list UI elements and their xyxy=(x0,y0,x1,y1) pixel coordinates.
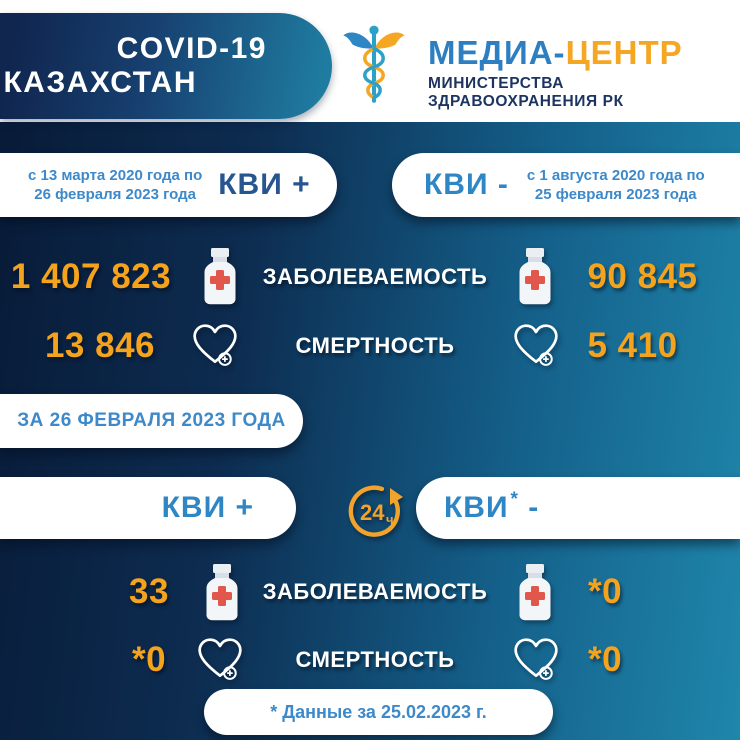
cumulative-mortality-positive: 13 846 xyxy=(44,326,156,365)
daily-date-text: ЗА 26 ФЕВРАЛЯ 2023 ГОДА xyxy=(17,410,286,431)
brand-title: МЕДИА-ЦЕНТР xyxy=(428,36,728,69)
media-center-brand: МЕДИА-ЦЕНТР МИНИСТЕРСТВА ЗДРАВООХРАНЕНИЯ… xyxy=(428,36,728,111)
period-pill-kvi-negative: КВИ - с 1 августа 2020 года по 25 феврал… xyxy=(392,153,740,217)
kvi-positive-label: КВИ + xyxy=(218,168,311,201)
badge24-number: 24 xyxy=(360,500,385,525)
period-positive-line2: 26 февраля 2023 года xyxy=(34,186,196,203)
cumulative-mortality-negative: 5 410 xyxy=(587,326,678,365)
daily-mortality-positive: *0 xyxy=(131,640,167,679)
badge-title-line2: КАЗАХСТАН xyxy=(3,66,197,99)
daily-mortality-row: *0 СМЕРТНОСТЬ *0 xyxy=(0,632,740,688)
medicine-bottle-icon xyxy=(199,247,241,310)
brand-title-part1: МЕДИА- xyxy=(428,34,566,71)
footnote-text: * Данные за 25.02.2023 г. xyxy=(270,701,487,722)
daily-incidence-negative: *0 xyxy=(587,572,623,611)
daily-kvi-negative-label: КВИ * - xyxy=(444,489,540,525)
main-panel: с 13 марта 2020 года по 26 февраля 2023 … xyxy=(0,122,740,740)
period-negative-line1: с 1 августа 2020 года по xyxy=(526,166,705,184)
cumulative-incidence-row: 1 407 823 ЗАБОЛЕВАЕМОСТЬ xyxy=(0,247,740,307)
daily-incidence-positive: 33 xyxy=(129,572,169,611)
heart-plus-icon xyxy=(512,636,560,687)
badge24-unit: ч xyxy=(386,512,394,527)
daily-kvi-negative-asterisk: * xyxy=(510,489,519,510)
medicine-bottle-icon xyxy=(514,247,556,310)
brand-subtitle: МИНИСТЕРСТВА ЗДРАВООХРАНЕНИЯ РК xyxy=(428,75,624,110)
cumulative-incidence-positive: 1 407 823 xyxy=(10,257,172,296)
period-pill-kvi-positive: с 13 марта 2020 года по 26 февраля 2023 … xyxy=(0,153,337,217)
medicine-bottle-icon xyxy=(514,563,556,626)
daily-kvi-negative-sign: - xyxy=(518,491,540,524)
daily-mortality-negative: *0 xyxy=(587,640,623,679)
medicine-bottle-icon xyxy=(201,563,243,626)
daily-kvi-positive-label: КВИ + xyxy=(161,491,254,524)
period-negative-line2: 25 февраля 2023 года xyxy=(534,186,697,203)
daily-incidence-row: 33 ЗАБОЛЕВАЕМОСТЬ xyxy=(0,563,740,621)
period-dates-positive: с 13 марта 2020 года по 26 февраля 2023 … xyxy=(28,166,202,205)
badge-title-line1: COVID-19 xyxy=(116,31,267,65)
incidence-label: ЗАБОЛЕВАЕМОСТЬ xyxy=(262,579,488,604)
daily-pill-kvi-positive: КВИ + xyxy=(0,477,296,539)
kvi-negative-label: КВИ - xyxy=(424,168,509,201)
cumulative-mortality-row: 13 846 СМЕРТНОСТЬ 5 410 xyxy=(0,318,740,374)
brand-title-part2: ЦЕНТР xyxy=(565,34,683,71)
footnote-pill: * Данные за 25.02.2023 г. xyxy=(204,689,553,735)
caduceus-icon xyxy=(342,22,406,115)
cumulative-incidence-negative: 90 845 xyxy=(587,257,698,296)
heart-plus-icon xyxy=(191,322,239,373)
heart-plus-icon xyxy=(512,322,560,373)
period-dates-negative: с 1 августа 2020 года по 25 февраля 2023… xyxy=(527,166,705,205)
daily-kvi-negative-base: КВИ xyxy=(444,491,509,524)
period-positive-line1: с 13 марта 2020 года по xyxy=(28,166,203,184)
mortality-label: СМЕРТНОСТЬ xyxy=(295,333,455,358)
24h-cycle-icon: 24 ч xyxy=(337,479,413,546)
incidence-label: ЗАБОЛЕВАЕМОСТЬ xyxy=(262,264,488,289)
daily-date-banner: ЗА 26 ФЕВРАЛЯ 2023 ГОДА xyxy=(0,394,303,448)
heart-plus-icon xyxy=(196,636,244,687)
mortality-label: СМЕРТНОСТЬ xyxy=(295,647,455,672)
header: COVID-19 КАЗАХСТАН МЕДИА-ЦЕНТР МИНИСТЕРС… xyxy=(0,0,740,122)
covid-kazakhstan-badge: COVID-19 КАЗАХСТАН xyxy=(0,13,332,119)
daily-pill-kvi-negative: КВИ * - xyxy=(416,477,740,539)
